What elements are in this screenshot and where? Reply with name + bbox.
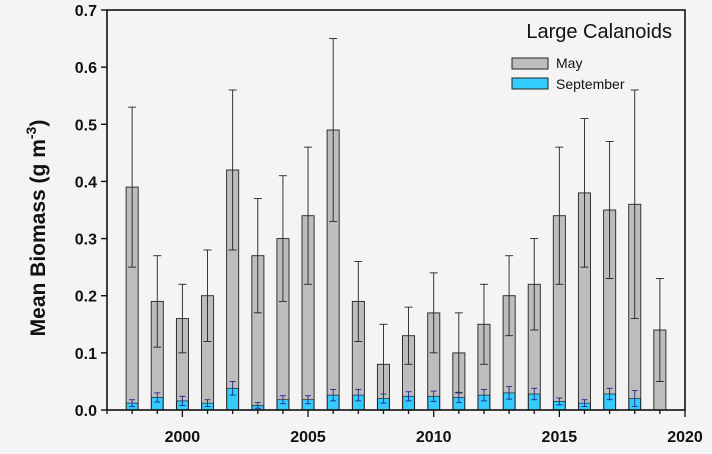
y-axis-label: Mean Biomass (g m-3) <box>23 120 50 337</box>
y-tick-label-0.7: 0.7 <box>75 3 97 20</box>
x-tick-label-2015: 2015 <box>542 429 578 446</box>
x-tick-label-2000: 2000 <box>165 429 201 446</box>
plot-frame <box>106 9 686 411</box>
y-tick-label-0.3: 0.3 <box>75 232 97 249</box>
legend: May September <box>511 55 625 92</box>
y-axis-label-close: ) <box>27 120 50 127</box>
y-axis-label-main: Mean Biomass (g m <box>27 139 50 336</box>
x-tick-label-2010: 2010 <box>416 429 452 446</box>
x-tick-label-2020: 2020 <box>667 429 703 446</box>
y-tick-label-0.5: 0.5 <box>75 117 97 134</box>
y-tick-label-0.1: 0.1 <box>75 346 97 363</box>
legend-swatch-may <box>511 57 549 70</box>
y-tick-label-0.4: 0.4 <box>75 174 97 191</box>
x-tick-label-2005: 2005 <box>290 429 326 446</box>
y-tick-label-0.2: 0.2 <box>75 289 97 306</box>
chart-title: Large Calanoids <box>526 21 672 43</box>
y-axis-label-sup: -3 <box>23 126 39 139</box>
legend-swatch-september <box>511 77 549 90</box>
y-tick-label-0.0: 0.0 <box>75 403 97 420</box>
legend-label-september: September <box>556 76 625 92</box>
legend-label-may: May <box>556 55 582 71</box>
y-tick-label-0.6: 0.6 <box>75 60 97 77</box>
